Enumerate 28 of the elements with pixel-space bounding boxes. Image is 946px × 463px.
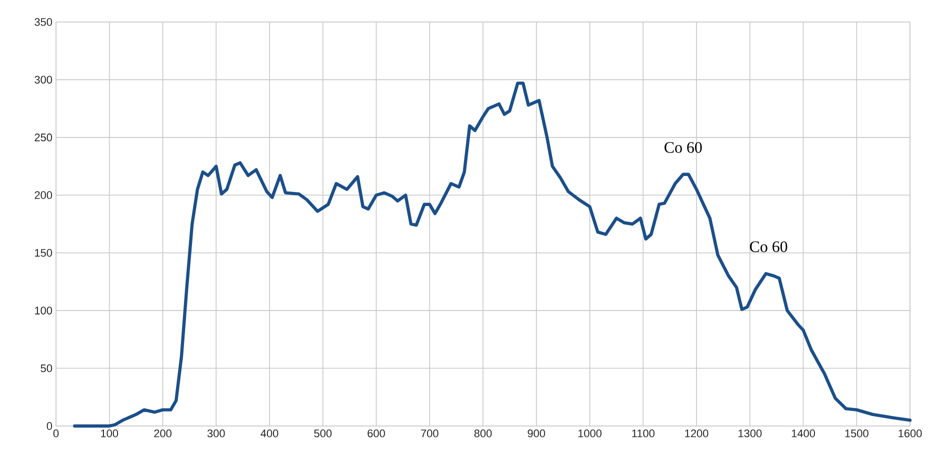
y-tick-label: 100	[35, 306, 52, 314]
x-tick-label: 1300	[738, 430, 762, 438]
x-tick-label: 600	[368, 430, 385, 438]
x-tick-label: 1200	[685, 430, 708, 438]
x-tick-label: 400	[260, 430, 278, 438]
x-tick-label: 1500	[845, 430, 868, 438]
y-tick-label: 300	[34, 76, 52, 84]
annotation: Co 60	[664, 142, 702, 153]
x-tick-label: 500	[314, 430, 332, 438]
x-tick-label: 1400	[792, 430, 816, 438]
x-tick-label: 1600	[898, 430, 922, 438]
x-tick-label: 800	[474, 430, 492, 438]
y-tick-label: 200	[34, 191, 52, 200]
line-series	[73, 82, 912, 428]
x-tick-label: 200	[154, 430, 172, 438]
y-tick-label: 250	[34, 134, 52, 142]
y-tick-label: 50	[40, 364, 52, 372]
y-tick-label: 350	[34, 18, 52, 26]
x-tick-label: 300	[207, 430, 225, 438]
y-tick-label: 0	[46, 422, 52, 430]
x-tick-label: 900	[528, 430, 546, 438]
x-tick-label: 0	[53, 430, 59, 438]
y-tick-label: 150	[35, 248, 52, 257]
x-tick-label: 1000	[578, 430, 602, 438]
annotation: Co 60	[750, 241, 788, 252]
x-tick-label: 100	[101, 430, 118, 438]
x-tick-label: 700	[421, 430, 438, 438]
x-tick-label: 1100	[632, 430, 654, 438]
